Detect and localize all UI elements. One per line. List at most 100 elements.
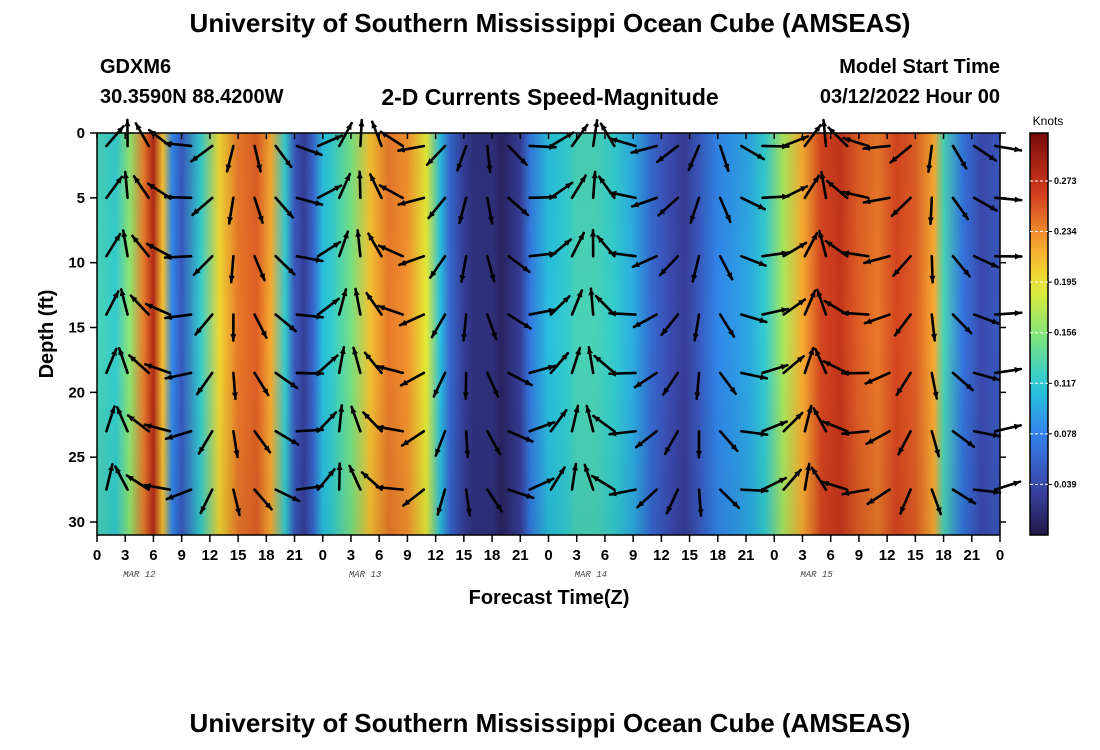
current-vector xyxy=(761,420,788,433)
current-vector xyxy=(608,429,637,437)
current-vector xyxy=(316,468,336,491)
x-tick-label: 21 xyxy=(963,547,980,564)
current-vector xyxy=(365,291,383,316)
current-vector xyxy=(782,411,804,433)
current-vector xyxy=(951,144,968,170)
current-vector xyxy=(549,181,574,200)
y-tick-label: 20 xyxy=(68,384,85,401)
x-tick-label: 18 xyxy=(258,547,275,564)
current-vector xyxy=(630,144,658,154)
current-vector xyxy=(588,287,595,316)
current-vector xyxy=(822,360,849,375)
colorbar-tick-label: 0.039 xyxy=(1054,479,1077,489)
current-vector xyxy=(191,196,214,217)
current-vector xyxy=(486,313,498,341)
current-vector xyxy=(609,137,637,148)
current-vector xyxy=(486,371,500,398)
x-tick-label: 0 xyxy=(93,547,101,564)
x-tick-label: 15 xyxy=(230,547,247,564)
current-vector xyxy=(316,297,341,316)
current-vector xyxy=(105,125,125,148)
x-tick-label: 3 xyxy=(573,547,581,564)
current-vector xyxy=(761,363,789,375)
current-vector xyxy=(658,254,680,277)
x-axis: 0 3 6 9 12 15 18 21 0 3 6 9 12 15 18 21 0 3 6 9 12 15 18 21 0 3 6 9… xyxy=(93,133,1004,580)
current-vector xyxy=(972,313,1000,325)
y-tick-label: 15 xyxy=(68,320,85,337)
current-vector xyxy=(718,254,734,281)
current-vector xyxy=(657,196,680,217)
current-vector xyxy=(356,170,363,200)
current-vector xyxy=(363,351,383,375)
current-vector xyxy=(144,302,172,316)
current-vector xyxy=(926,144,934,174)
x-tick-label: 6 xyxy=(827,547,835,564)
station-id: GDXM6 xyxy=(100,56,172,78)
current-vector xyxy=(630,196,658,208)
current-vector xyxy=(863,313,891,325)
current-vector xyxy=(105,175,124,200)
current-vector xyxy=(253,429,272,454)
current-vector xyxy=(192,254,214,277)
current-vector xyxy=(803,404,813,433)
current-vector xyxy=(585,404,595,433)
x-tick-label: 15 xyxy=(681,547,698,564)
current-vector xyxy=(528,477,555,491)
current-vector xyxy=(782,241,808,258)
current-vector xyxy=(636,488,658,509)
current-vector xyxy=(399,371,426,387)
current-vector xyxy=(132,175,151,200)
current-vector xyxy=(812,407,828,433)
model-start-label: Model Start Time xyxy=(839,56,1000,78)
current-vector xyxy=(353,287,362,316)
current-vector xyxy=(105,463,114,491)
current-vector xyxy=(761,476,788,491)
current-vector xyxy=(316,184,343,200)
current-vector xyxy=(461,313,468,342)
x-tick-label: 3 xyxy=(121,547,129,564)
current-vector xyxy=(972,371,1001,382)
current-vector xyxy=(821,480,849,491)
current-vector xyxy=(593,354,616,375)
current-vector xyxy=(337,346,346,375)
current-vectors xyxy=(105,118,1023,517)
current-vector xyxy=(274,313,298,333)
current-vector xyxy=(594,294,616,316)
current-vector xyxy=(316,411,338,433)
y-tick-label: 0 xyxy=(77,125,85,142)
x-tick-label: 0 xyxy=(770,547,778,564)
x-tick-label: 18 xyxy=(709,547,726,564)
colorbar-tick-label: 0.195 xyxy=(1054,277,1077,287)
current-vector xyxy=(782,354,805,375)
current-vector xyxy=(570,289,584,316)
current-vector xyxy=(105,405,116,433)
current-vector xyxy=(316,240,342,258)
current-vector xyxy=(862,144,891,151)
day-label: MAR 12 xyxy=(123,570,156,580)
current-vector xyxy=(810,466,828,491)
current-vector xyxy=(195,371,214,396)
current-vector xyxy=(427,196,447,220)
current-vector xyxy=(695,429,702,459)
current-vector xyxy=(398,254,426,267)
current-vector xyxy=(231,371,238,401)
colorbar-tick-label: 0.273 xyxy=(1054,176,1077,186)
current-vector xyxy=(951,429,976,449)
current-vector xyxy=(570,462,578,491)
current-vector xyxy=(570,123,589,148)
current-vector xyxy=(350,405,362,433)
current-vector xyxy=(608,190,637,200)
current-vector xyxy=(816,288,828,316)
current-vector xyxy=(694,371,701,401)
current-vector xyxy=(376,364,405,375)
x-tick-label: 21 xyxy=(738,547,755,564)
current-vector xyxy=(486,196,494,225)
current-vector xyxy=(425,144,447,167)
x-tick-label: 6 xyxy=(149,547,157,564)
y-tick-label: 5 xyxy=(77,190,85,207)
current-vector xyxy=(145,242,172,258)
x-tick-label: 9 xyxy=(403,547,411,564)
current-vector xyxy=(131,234,151,258)
current-vector xyxy=(890,196,912,218)
current-vector xyxy=(163,313,193,321)
